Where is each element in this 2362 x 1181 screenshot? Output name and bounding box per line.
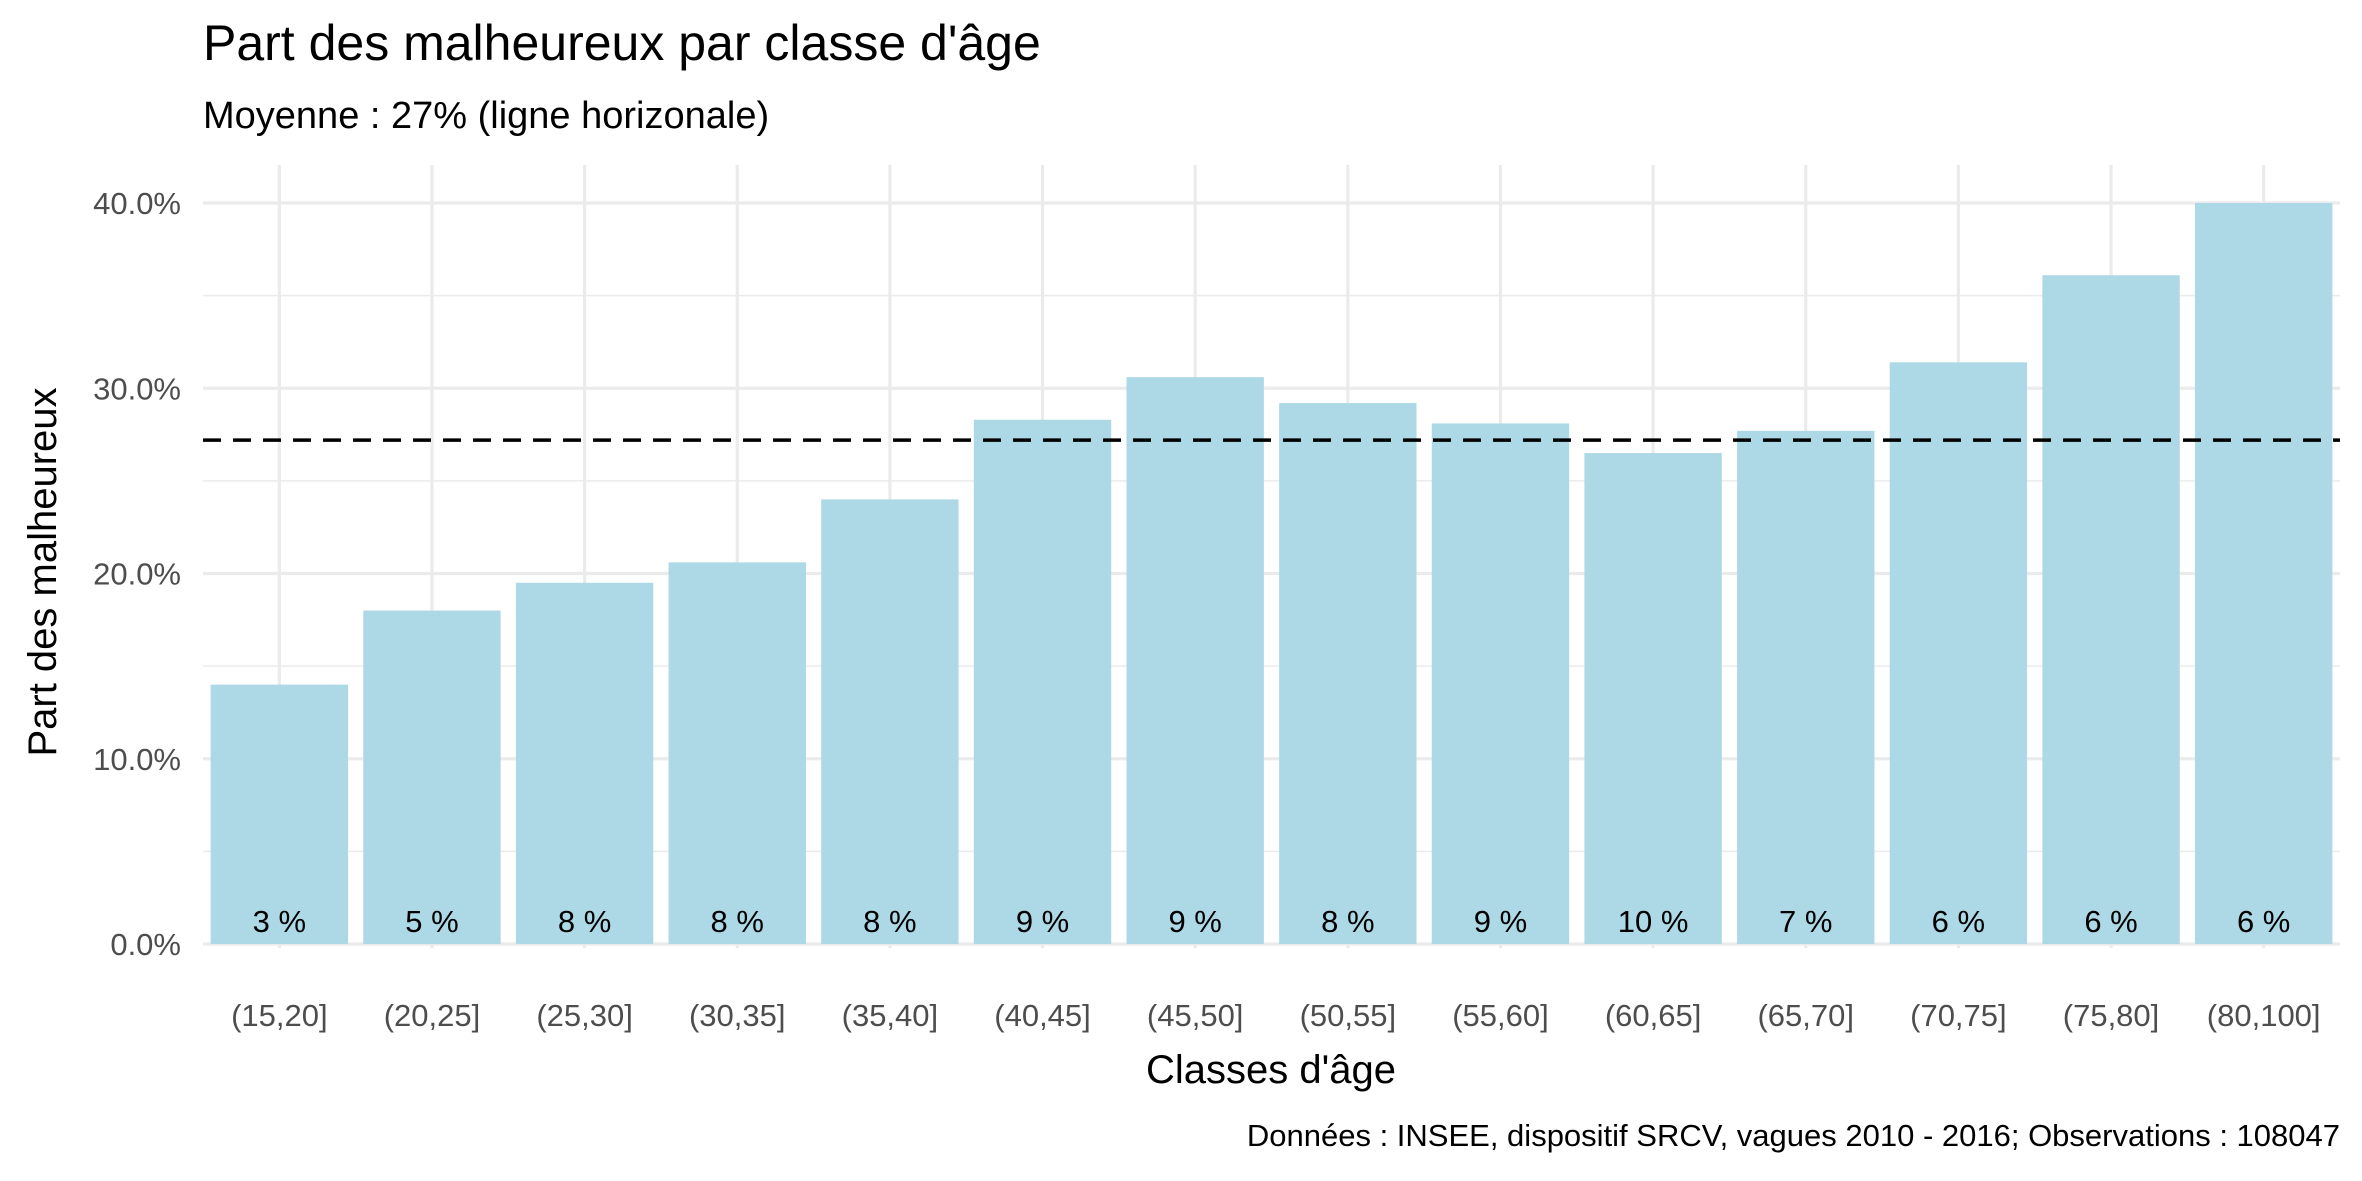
x-tick-label: (45,50]	[1147, 998, 1244, 1033]
bar	[821, 499, 959, 944]
bar-data-label: 8 %	[1321, 904, 1374, 939]
bar-data-label: 3 %	[253, 904, 306, 939]
bar-data-label: 10 %	[1618, 904, 1689, 939]
bar-data-label: 9 %	[1016, 904, 1069, 939]
bar-data-label: 6 %	[1932, 904, 1985, 939]
x-tick-label: (50,55]	[1300, 998, 1397, 1033]
bar-data-label: 9 %	[1474, 904, 1527, 939]
y-tick-label: 0.0%	[110, 927, 181, 962]
x-tick-label: (80,100]	[2207, 998, 2321, 1033]
bar	[1126, 377, 1264, 944]
bar	[515, 582, 654, 944]
x-tick-label: (65,70]	[1757, 998, 1854, 1033]
bar	[210, 684, 349, 944]
x-axis-title: Classes d'âge	[1146, 1048, 1396, 1092]
bar	[973, 419, 1112, 944]
bar-labels: 3 % 5 % 8 % 8 % 8 % 9 % 9 % 8 % 9 % 10 % 7 % 6 % 6 %…	[253, 904, 2291, 939]
x-axis-ticks: (15,20] (20,25] (25,30] (30,35] (35,40] (40,4…	[231, 998, 2320, 1033]
bar	[2042, 275, 2180, 944]
bar	[1431, 423, 1570, 944]
bar	[1279, 403, 1417, 944]
bar	[1584, 453, 1722, 944]
chart-subtitle: Moyenne : 27% (ligne horizonale)	[203, 95, 769, 137]
x-tick-label: (55,60]	[1452, 998, 1549, 1033]
bar-data-label: 6 %	[2084, 904, 2137, 939]
bar	[363, 610, 501, 944]
chart-caption: Données : INSEE, dispositif SRCV, vagues…	[1247, 1118, 2340, 1153]
bar	[2194, 203, 2333, 944]
bar-data-label: 6 %	[2237, 904, 2290, 939]
y-axis-title: Part des malheureux	[21, 387, 65, 756]
bars	[210, 203, 2333, 944]
x-tick-label: (30,35]	[689, 998, 786, 1033]
bar-data-label: 7 %	[1779, 904, 1832, 939]
y-tick-label: 40.0%	[93, 186, 181, 221]
x-tick-label: (75,80]	[2063, 998, 2160, 1033]
bar	[1737, 430, 1875, 944]
bar-data-label: 8 %	[863, 904, 916, 939]
x-tick-label: (25,30]	[536, 998, 633, 1033]
bar	[1889, 362, 2028, 944]
bar-data-label: 9 %	[1168, 904, 1221, 939]
bar-data-label: 5 %	[405, 904, 458, 939]
y-axis-ticks: 0.0% 10.0% 20.0% 30.0% 40.0%	[93, 186, 181, 962]
bar-data-label: 8 %	[711, 904, 764, 939]
y-tick-label: 20.0%	[93, 557, 181, 592]
y-tick-label: 10.0%	[93, 742, 181, 777]
x-tick-label: (35,40]	[842, 998, 939, 1033]
x-tick-label: (60,65]	[1605, 998, 1702, 1033]
x-tick-label: (20,25]	[384, 998, 481, 1033]
x-tick-label: (15,20]	[231, 998, 328, 1033]
chart-title: Part des malheureux par classe d'âge	[203, 15, 1041, 71]
bar-data-label: 8 %	[558, 904, 611, 939]
x-tick-label: (70,75]	[1910, 998, 2007, 1033]
y-tick-label: 30.0%	[93, 371, 181, 406]
x-tick-label: (40,45]	[994, 998, 1091, 1033]
bar	[668, 562, 806, 944]
